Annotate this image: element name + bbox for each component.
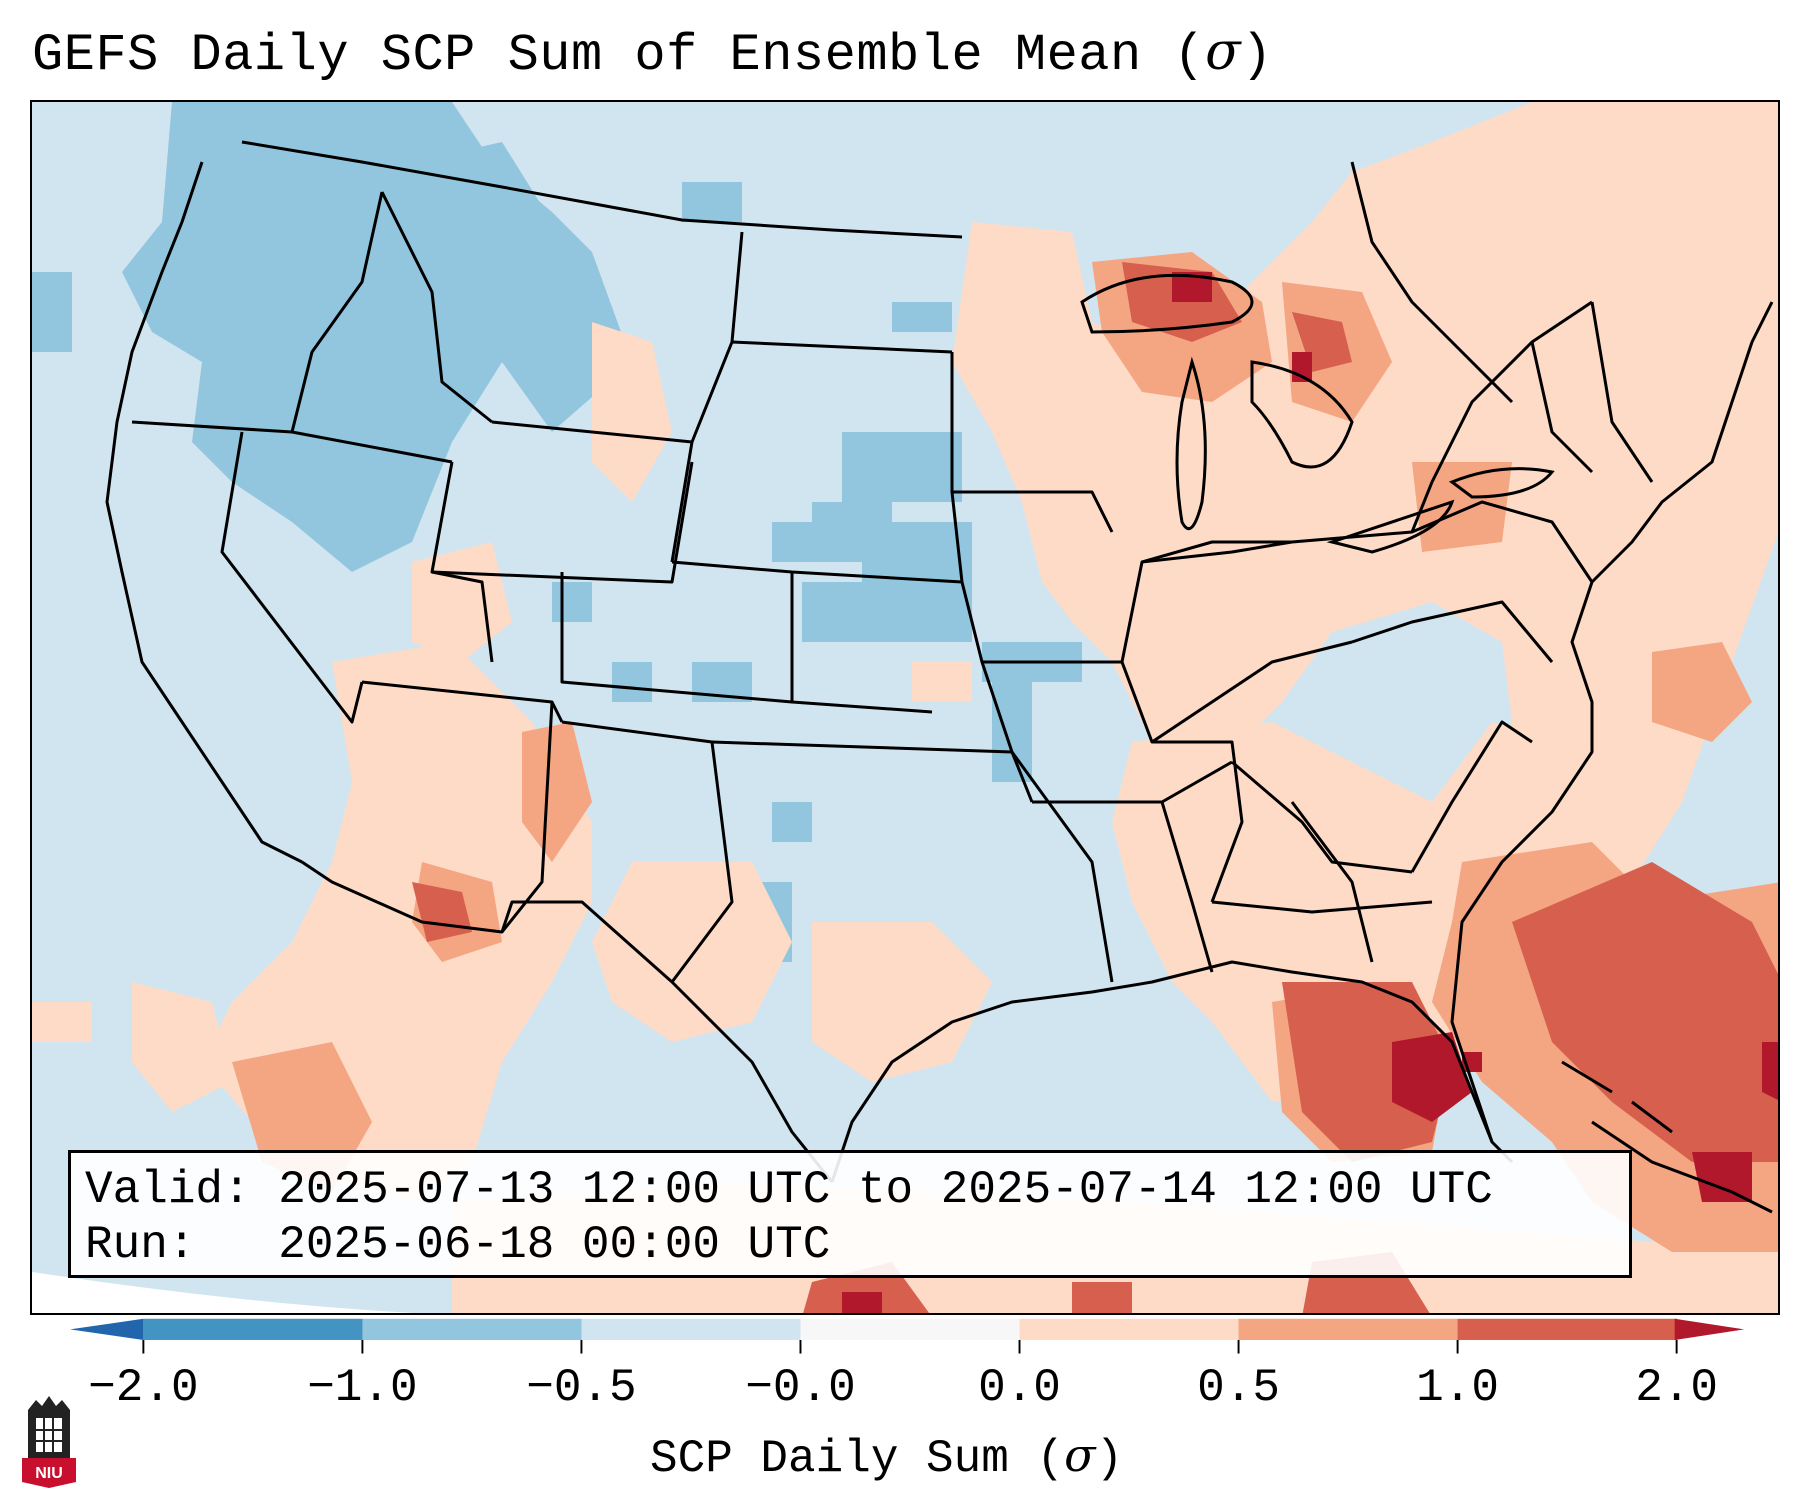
pacific-coastline [105,161,303,864]
great-lakes [1080,273,1555,554]
lake-ontario [1448,467,1555,499]
colorbar-label-prefix: SCP Daily Sum ( [650,1433,1065,1485]
logo-text: NIU [35,1465,63,1482]
title-prefix: GEFS Daily SCP Sum of Ensemble Mean ( [32,26,1206,85]
colorbar-bin-2 [581,1318,801,1341]
title-sigma: σ [1205,22,1242,82]
colorbar-bins [143,1318,1678,1341]
us-mexico-border [301,860,834,1183]
colorbar-tick-label: 2.0 [1635,1362,1719,1414]
colorbar-tick-label: −1.0 [307,1362,418,1414]
niu-logo: NIU [22,1396,76,1488]
colorbar-tick-label: −0.0 [745,1362,856,1414]
run-row: Run: 2025-06-18 00:00 UTC [85,1218,1629,1273]
colorbar-bin-0 [143,1318,363,1341]
colorbar-under-extension [70,1318,144,1341]
scp-map [32,102,1778,1313]
colorbar-tick-label: 0.0 [978,1362,1061,1414]
title-suffix: ) [1241,26,1273,85]
run-label: Run: [85,1219,196,1271]
run-value: 2025-06-18 00:00 UTC [278,1219,831,1271]
colorbar-bin-4 [1019,1318,1240,1341]
lake-superior [1080,273,1254,334]
colorbar-tick-label: −0.5 [526,1362,637,1414]
lake-huron [1250,360,1354,469]
valid-row: Valid: 2025-07-13 12:00 UTC to 2025-07-1… [85,1163,1629,1218]
colorbar-label: SCP Daily Sum (σ) [650,1428,1123,1485]
valid-label: Valid: [85,1164,251,1216]
colorbar-bin-1 [362,1318,582,1341]
colorbar-tick-label: −2.0 [88,1362,199,1414]
colorbar-label-sigma: σ [1064,1428,1096,1482]
state-borders [105,140,1774,1183]
map-panel [30,100,1780,1315]
atlantic-coastline [1450,301,1774,1143]
us-canada-border [241,140,963,239]
colorbar-tick-label: 0.5 [1197,1362,1280,1414]
projection-edge-left [32,1272,414,1313]
colorbar [70,1318,1745,1354]
colorbar-tick-label: 1.0 [1416,1362,1499,1414]
chart-title: GEFS Daily SCP Sum of Ensemble Mean (σ) [32,22,1273,85]
colorbar-label-suffix: ) [1095,1433,1124,1485]
gulf-coastline [830,960,1514,1183]
colorbar-bin-6 [1457,1318,1678,1341]
valid-run-info-box: Valid: 2025-07-13 12:00 UTC to 2025-07-1… [68,1150,1632,1278]
lake-erie [1326,499,1455,554]
extreme-positive-regions [842,272,1778,1313]
valid-value: 2025-07-13 12:00 UTC to 2025-07-14 12:00… [278,1164,1493,1216]
lake-michigan [1175,356,1207,531]
colorbar-bin-5 [1238,1318,1459,1341]
colorbar-bin-3 [800,1318,1020,1341]
negative-anomaly-regions [32,102,1082,962]
caribbean-islands [1561,1060,1773,1214]
colorbar-over-extension [1674,1318,1745,1341]
colorbar-ticks [142,1340,1678,1354]
